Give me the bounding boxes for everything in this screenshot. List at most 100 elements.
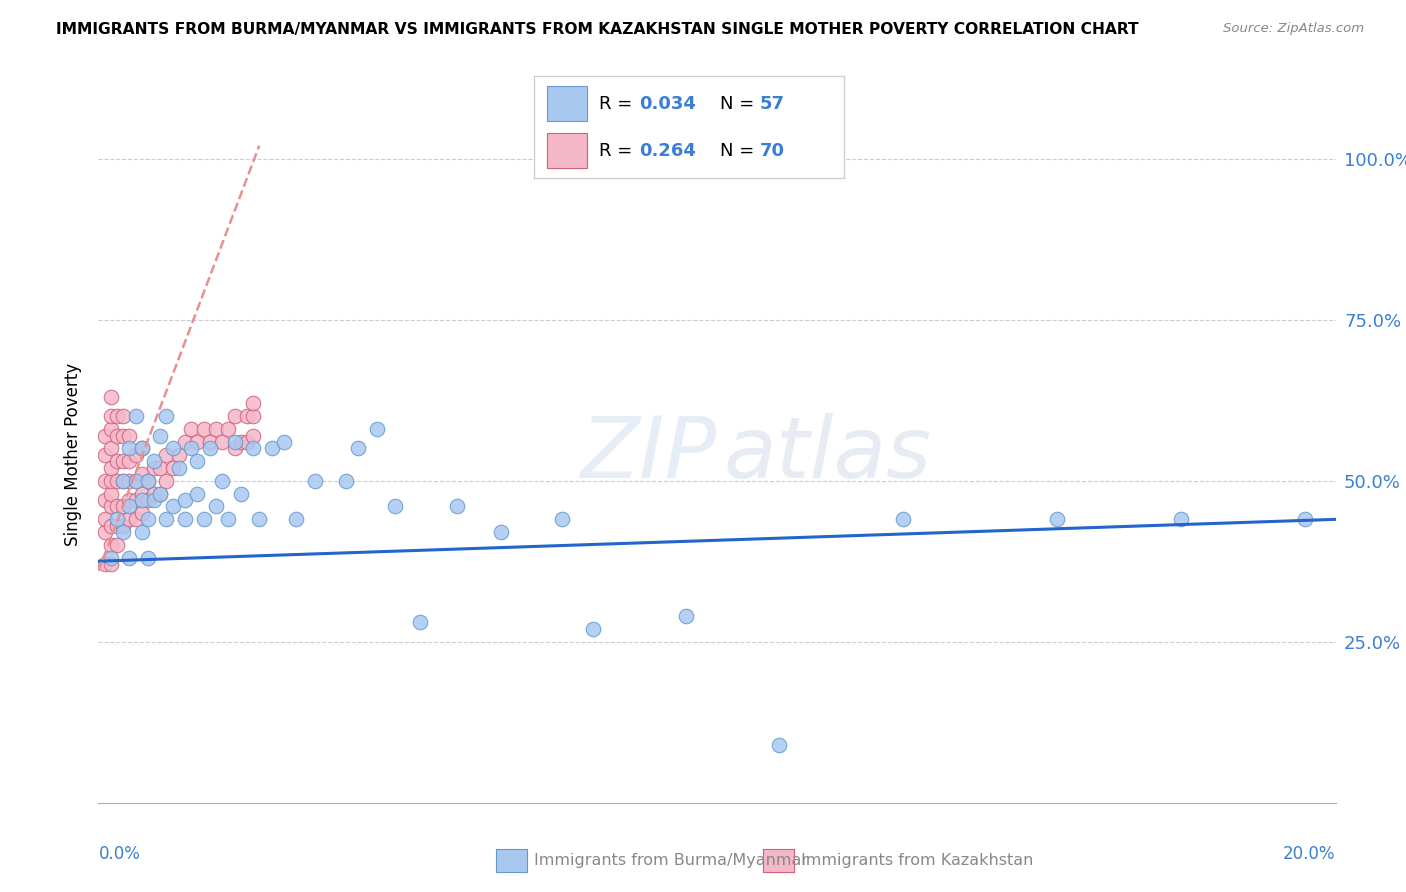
- Point: [112, 474, 135, 488]
- Point: [136, 512, 159, 526]
- Point: [100, 486, 122, 500]
- Point: [335, 474, 357, 488]
- Point: [118, 428, 141, 442]
- Point: [224, 435, 246, 450]
- Text: 0.034: 0.034: [640, 95, 696, 112]
- Point: [217, 512, 239, 526]
- Point: [112, 409, 135, 424]
- Point: [155, 409, 177, 424]
- Point: [131, 467, 153, 482]
- Point: [118, 442, 141, 456]
- Point: [136, 551, 159, 566]
- Point: [93, 493, 115, 508]
- Text: 20.0%: 20.0%: [1284, 845, 1336, 863]
- Point: [167, 448, 190, 462]
- Point: [143, 493, 166, 508]
- Point: [366, 422, 388, 436]
- Point: [768, 738, 790, 752]
- Point: [112, 428, 135, 442]
- Text: Immigrants from Kazakhstan: Immigrants from Kazakhstan: [801, 854, 1033, 868]
- Point: [112, 454, 135, 468]
- Point: [193, 512, 215, 526]
- Point: [93, 474, 115, 488]
- Point: [217, 422, 239, 436]
- Point: [211, 435, 233, 450]
- Point: [162, 460, 184, 475]
- Point: [186, 454, 208, 468]
- Point: [100, 460, 122, 475]
- Point: [891, 512, 914, 526]
- Point: [93, 512, 115, 526]
- Point: [193, 422, 215, 436]
- Point: [100, 390, 122, 404]
- Point: [100, 518, 122, 533]
- Point: [112, 518, 135, 533]
- Point: [124, 493, 146, 508]
- Point: [1294, 512, 1316, 526]
- Y-axis label: Single Mother Poverty: Single Mother Poverty: [65, 363, 83, 547]
- Point: [273, 435, 295, 450]
- Point: [242, 442, 264, 456]
- Point: [167, 460, 190, 475]
- Point: [149, 486, 172, 500]
- Point: [224, 442, 246, 456]
- Point: [155, 474, 177, 488]
- Point: [105, 500, 128, 514]
- Point: [489, 525, 512, 540]
- Point: [242, 428, 264, 442]
- Point: [136, 493, 159, 508]
- Point: [186, 486, 208, 500]
- Text: 57: 57: [761, 95, 785, 112]
- Point: [162, 500, 184, 514]
- Point: [205, 422, 228, 436]
- Point: [124, 409, 146, 424]
- Point: [155, 448, 177, 462]
- Point: [143, 486, 166, 500]
- Text: ZIP: ZIP: [581, 413, 717, 497]
- Point: [131, 506, 153, 520]
- Text: atlas: atlas: [723, 413, 931, 497]
- Point: [198, 435, 221, 450]
- Point: [198, 442, 221, 456]
- Point: [105, 409, 128, 424]
- Text: 0.264: 0.264: [640, 142, 696, 160]
- Text: IMMIGRANTS FROM BURMA/MYANMAR VS IMMIGRANTS FROM KAZAKHSTAN SINGLE MOTHER POVERT: IMMIGRANTS FROM BURMA/MYANMAR VS IMMIGRA…: [56, 22, 1139, 37]
- Point: [131, 442, 153, 456]
- Point: [149, 486, 172, 500]
- Point: [236, 409, 259, 424]
- Point: [155, 512, 177, 526]
- Point: [143, 454, 166, 468]
- Point: [384, 500, 406, 514]
- Point: [582, 622, 605, 636]
- Point: [224, 409, 246, 424]
- Bar: [547, 87, 586, 121]
- Point: [124, 474, 146, 488]
- Point: [112, 474, 135, 488]
- Point: [124, 512, 146, 526]
- Point: [105, 428, 128, 442]
- Point: [105, 518, 128, 533]
- Point: [236, 435, 259, 450]
- Text: R =: R =: [599, 142, 638, 160]
- Point: [100, 442, 122, 456]
- Text: 70: 70: [761, 142, 785, 160]
- Point: [304, 474, 326, 488]
- Point: [118, 474, 141, 488]
- Point: [675, 609, 697, 624]
- Point: [260, 442, 283, 456]
- Point: [174, 493, 197, 508]
- Point: [124, 474, 146, 488]
- Point: [131, 486, 153, 500]
- Text: R =: R =: [599, 95, 638, 112]
- Point: [446, 500, 468, 514]
- Point: [149, 460, 172, 475]
- Point: [149, 428, 172, 442]
- Point: [112, 500, 135, 514]
- Point: [229, 486, 252, 500]
- Point: [105, 512, 128, 526]
- Point: [100, 500, 122, 514]
- Point: [118, 551, 141, 566]
- Point: [285, 512, 308, 526]
- Point: [118, 454, 141, 468]
- Point: [118, 512, 141, 526]
